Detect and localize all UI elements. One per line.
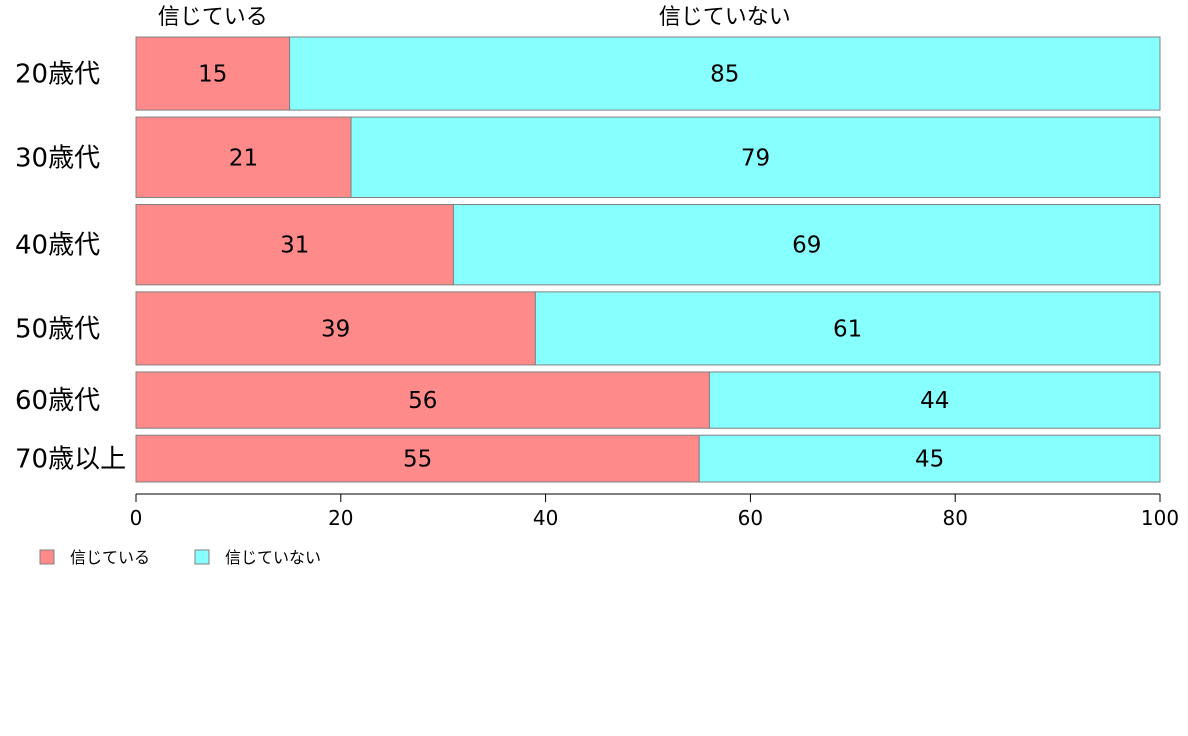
legend-label: 信じていない: [225, 548, 321, 567]
legend: 信じている 信じていない: [39, 548, 321, 567]
data-label: 39: [321, 316, 350, 342]
bar-segment: [708, 371, 1161, 429]
bar-segment: [350, 116, 1161, 198]
top-series-labels: 信じている 信じていない: [158, 5, 791, 30]
x-tick-label: 80: [942, 506, 967, 530]
data-label: 69: [792, 233, 821, 259]
bar-segment: [289, 36, 1161, 111]
category-label: 60歳代: [15, 386, 100, 416]
category-label: 20歳代: [15, 60, 100, 90]
series-top-label: 信じている: [158, 5, 268, 30]
data-label: 45: [915, 447, 944, 473]
bar-segment: [135, 371, 710, 429]
bar-segment: [698, 434, 1161, 483]
bars-group: [135, 36, 1161, 483]
x-tick-label: 20: [328, 506, 353, 530]
bar-segment: [452, 203, 1161, 286]
data-label: 21: [229, 145, 258, 171]
data-label: 61: [833, 316, 862, 342]
category-labels-group: 20歳代 30歳代 40歳代 50歳代 60歳代 70歳以上: [15, 60, 126, 475]
value-labels-group: 15 85 21 79 31 69 39 61 56 44 55 45: [198, 62, 949, 473]
legend-swatch: [194, 549, 210, 565]
data-label: 79: [741, 145, 770, 171]
category-label: 40歳代: [15, 231, 100, 261]
data-label: 15: [198, 62, 227, 88]
x-axis: 0 20 40 60 80 100: [130, 493, 1179, 530]
bar-segment: [135, 291, 536, 366]
bar-segment: [534, 291, 1161, 366]
bar-segment: [135, 116, 352, 198]
x-tick-label: 60: [738, 506, 763, 530]
legend-swatch: [39, 549, 55, 565]
data-label: 85: [710, 62, 739, 88]
series-top-label: 信じていない: [659, 5, 791, 30]
data-label: 44: [920, 388, 949, 414]
data-label: 56: [408, 388, 437, 414]
data-label: 31: [280, 233, 309, 259]
x-tick-label: 100: [1141, 506, 1179, 530]
bar-segment: [135, 203, 454, 286]
bar-segment: [135, 36, 291, 111]
category-label: 30歳代: [15, 143, 100, 173]
category-label: 50歳代: [15, 314, 100, 344]
x-tick-label: 0: [130, 506, 143, 530]
legend-label: 信じている: [70, 548, 150, 567]
x-tick-label: 40: [533, 506, 558, 530]
data-label: 55: [403, 447, 432, 473]
category-label: 70歳以上: [15, 445, 126, 475]
